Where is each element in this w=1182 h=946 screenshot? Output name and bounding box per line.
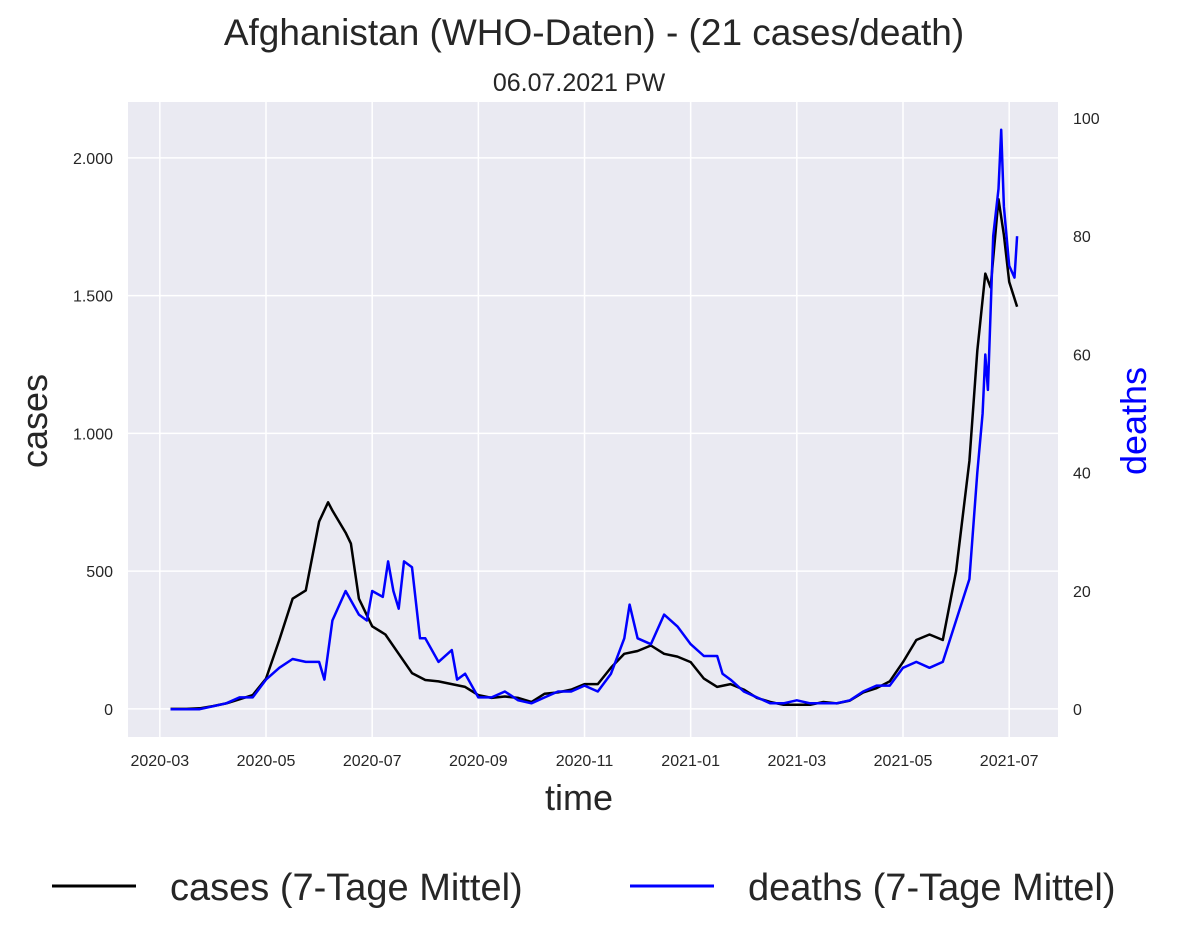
x-tick-label: 2021-05: [874, 753, 933, 770]
y-axis-label: cases: [14, 374, 55, 468]
legend-label: cases (7-Tage Mittel): [170, 867, 523, 909]
y2-tick-label: 80: [1073, 229, 1091, 246]
y-tick-label: 0: [104, 702, 113, 719]
chart-subtitle: 06.07.2021 PW: [493, 69, 666, 97]
plot-area: [128, 102, 1058, 737]
y2-tick-label: 0: [1073, 702, 1082, 719]
x-tick-label: 2021-01: [661, 753, 720, 770]
x-axis-label: time: [545, 777, 613, 818]
y2-axis-label: deaths: [1113, 367, 1154, 475]
x-tick-label: 2020-09: [449, 753, 508, 770]
y-tick-label: 1.500: [73, 289, 113, 306]
x-tick-label: 2020-11: [556, 753, 614, 770]
x-tick-label: 2021-07: [980, 753, 1039, 770]
y-tick-label: 500: [86, 564, 113, 581]
x-tick-label: 2020-07: [343, 753, 402, 770]
x-tick-label: 2020-05: [237, 753, 296, 770]
chart-title: Afghanistan (WHO-Daten) - (21 cases/deat…: [224, 12, 964, 53]
y2-tick-label: 100: [1073, 111, 1100, 128]
data-line: [170, 128, 1019, 711]
legend-label: deaths (7-Tage Mittel): [748, 867, 1116, 909]
y-tick-label: 1.000: [73, 426, 113, 443]
data-line: [170, 197, 1019, 711]
y2-tick-label: 60: [1073, 347, 1091, 364]
x-tick-label: 2021-03: [767, 753, 826, 770]
y-tick-label: 2.000: [73, 151, 113, 168]
x-tick-label: 2020-03: [130, 753, 189, 770]
y2-tick-label: 20: [1073, 584, 1091, 601]
y2-tick-label: 40: [1073, 466, 1091, 483]
